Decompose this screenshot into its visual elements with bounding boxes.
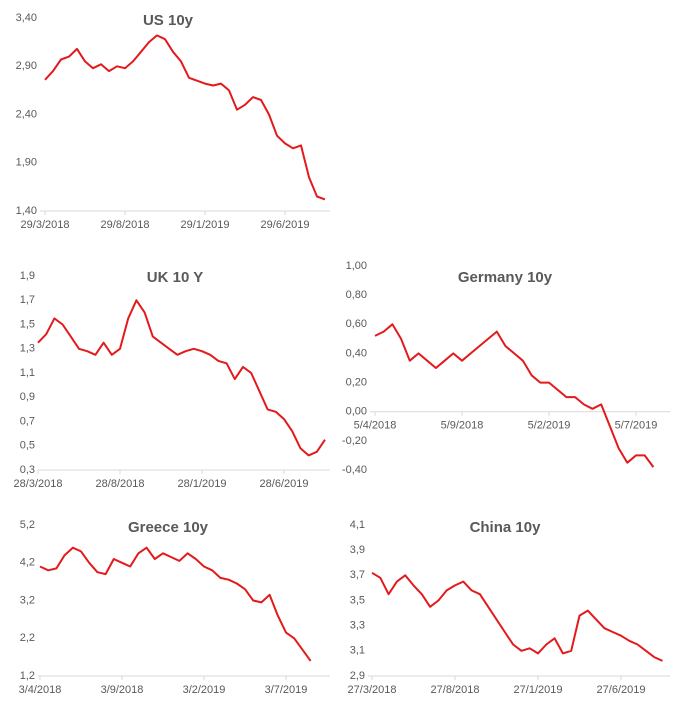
y-tick-label: 0,80 (346, 289, 367, 301)
y-tick-label: 1,90 (16, 157, 37, 169)
x-tick-label: 28/6/2019 (260, 478, 309, 490)
x-tick-label: 28/8/2018 (96, 478, 145, 490)
y-tick-label: 0,40 (346, 347, 367, 359)
y-tick-label: 3,5 (350, 594, 365, 606)
x-tick-label: 5/9/2018 (441, 420, 484, 432)
x-tick-label: 29/1/2019 (181, 219, 230, 231)
x-tick-label: 27/3/2018 (348, 684, 397, 696)
y-tick-label: 1,5 (20, 318, 35, 330)
y-tick-label: 4,2 (20, 557, 35, 569)
x-tick-label: 27/6/2019 (597, 684, 646, 696)
x-tick-label: 27/1/2019 (514, 684, 563, 696)
y-tick-label: -0,20 (342, 435, 367, 447)
y-tick-label: 2,2 (20, 632, 35, 644)
y-tick-label: 2,90 (16, 60, 37, 72)
line-series (39, 546, 312, 662)
y-tick-label: 2,9 (350, 670, 365, 682)
line-series (371, 571, 663, 662)
chart-title: China 10y (470, 519, 542, 536)
y-tick-label: 0,00 (346, 406, 367, 418)
y-tick-label: 0,7 (20, 415, 35, 427)
line-series (44, 34, 326, 201)
line-series (374, 323, 655, 468)
y-tick-label: 3,1 (350, 645, 365, 657)
x-tick-label: 28/1/2019 (178, 478, 227, 490)
x-tick-label: 3/9/2018 (101, 684, 144, 696)
y-tick-label: 1,1 (20, 367, 35, 379)
y-tick-label: 3,40 (16, 12, 37, 24)
x-tick-label: 28/3/2018 (14, 478, 63, 490)
y-tick-label: 1,40 (16, 205, 37, 217)
x-tick-label: 5/4/2018 (354, 420, 397, 432)
y-tick-label: 0,60 (346, 318, 367, 330)
y-tick-label: 3,3 (350, 620, 365, 632)
y-tick-label: 0,3 (20, 464, 35, 476)
y-tick-label: 3,2 (20, 594, 35, 606)
y-tick-label: 0,9 (20, 391, 35, 403)
chart-title: Greece 10y (128, 519, 209, 536)
x-tick-label: 27/8/2018 (431, 684, 480, 696)
x-tick-label: 29/8/2018 (101, 219, 150, 231)
chart-title: UK 10 Y (147, 269, 203, 286)
chart-title: Germany 10y (458, 269, 553, 286)
y-tick-label: 1,00 (346, 260, 367, 272)
x-tick-label: 29/6/2019 (261, 219, 310, 231)
x-tick-label: 5/2/2019 (528, 420, 571, 432)
y-tick-label: 2,40 (16, 108, 37, 120)
y-tick-label: 4,1 (350, 519, 365, 531)
x-tick-label: 5/7/2019 (615, 420, 658, 432)
y-tick-label: 3,7 (350, 569, 365, 581)
y-tick-label: 0,5 (20, 440, 35, 452)
x-tick-label: 3/7/2019 (265, 684, 308, 696)
line-series (37, 299, 326, 457)
y-tick-label: 1,3 (20, 343, 35, 355)
y-tick-label: 0,20 (346, 376, 367, 388)
y-tick-label: 3,9 (350, 544, 365, 556)
y-tick-label: 5,2 (20, 519, 35, 531)
x-tick-label: 29/3/2018 (21, 219, 70, 231)
y-tick-label: 1,2 (20, 670, 35, 682)
y-tick-label: -0,40 (342, 464, 367, 476)
y-tick-label: 1,7 (20, 294, 35, 306)
chart-title: US 10y (143, 12, 194, 29)
x-tick-label: 3/2/2019 (183, 684, 226, 696)
y-tick-label: 1,9 (20, 270, 35, 282)
x-tick-label: 3/4/2018 (19, 684, 62, 696)
